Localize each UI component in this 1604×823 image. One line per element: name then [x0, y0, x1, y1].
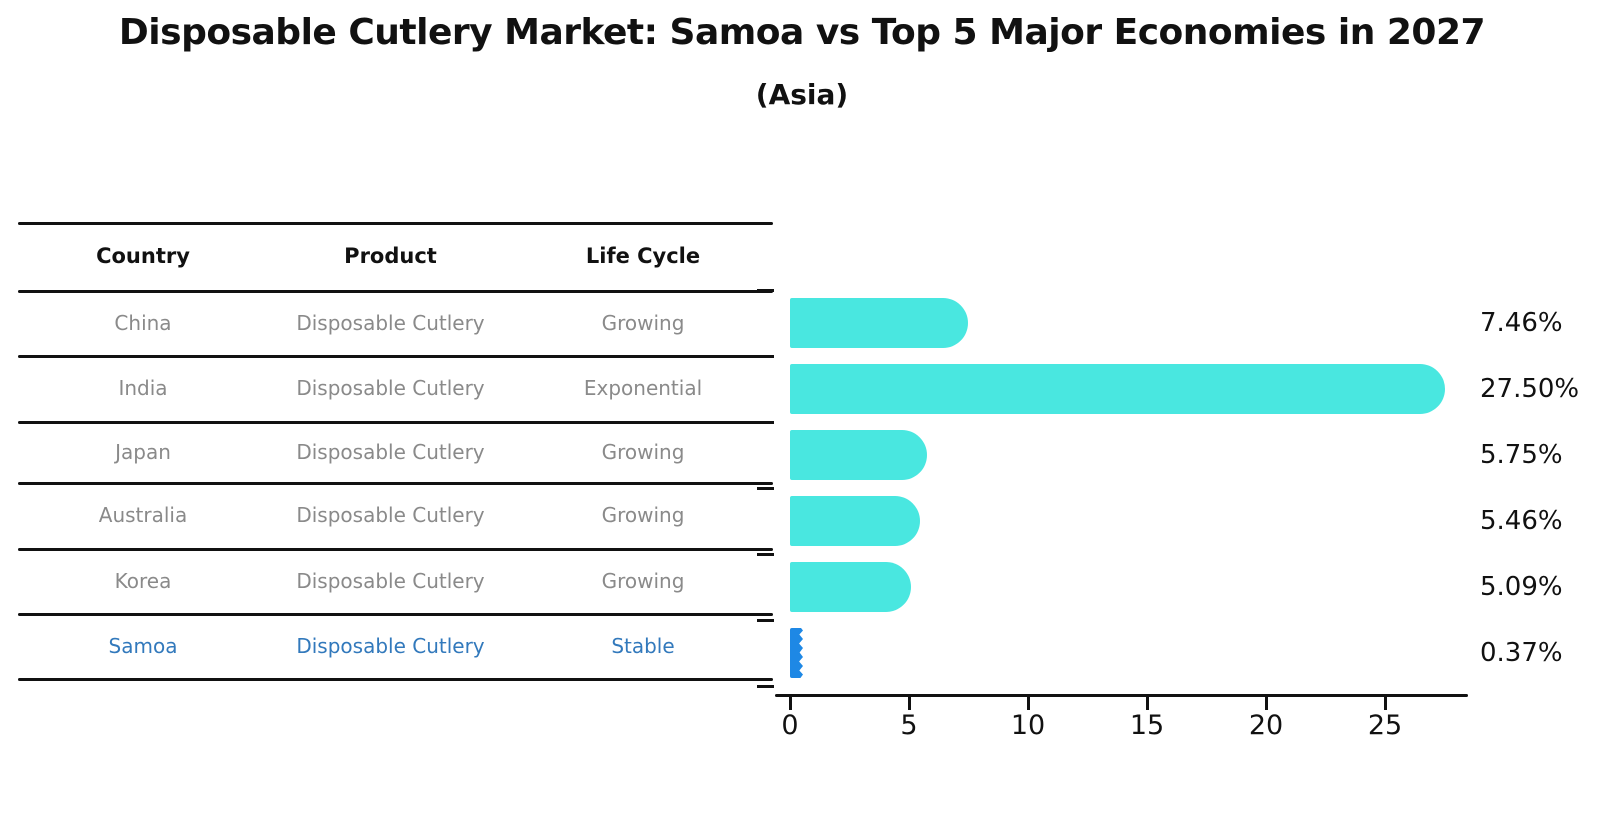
value-label-samoa: 0.37%: [1480, 638, 1563, 668]
y-tick-2: [757, 421, 774, 424]
table-row-japan: Japan Disposable Cutlery Growing: [18, 421, 773, 482]
x-tick-mark-15: [1146, 697, 1149, 710]
country-cell: Samoa: [108, 633, 178, 658]
product-cell: Disposable Cutlery: [296, 633, 485, 658]
table-row-samoa: Samoa Disposable Cutlery Stable: [18, 613, 773, 678]
country-cell: India: [118, 376, 168, 400]
country-cell: Australia: [98, 503, 188, 527]
x-tick-label-10: 10: [1010, 710, 1046, 741]
bar-india: [790, 364, 1445, 414]
bar-japan: [790, 430, 927, 480]
value-label-india: 27.50%: [1480, 374, 1580, 404]
table-rule-2: [18, 355, 773, 358]
table-rule-0: [18, 222, 773, 225]
product-cell: Disposable Cutlery: [296, 568, 485, 593]
value-label-japan: 5.75%: [1480, 440, 1563, 470]
x-tick-label-5: 5: [900, 710, 918, 741]
life-cycle-cell: Growing: [601, 568, 685, 593]
country-cell: China: [114, 310, 172, 335]
table-row-korea: Korea Disposable Cutlery Growing: [18, 548, 773, 613]
life-cycle-cell: Exponential: [583, 376, 703, 400]
x-tick-label-20: 20: [1248, 710, 1284, 741]
x-tick-label-0: 0: [781, 710, 799, 741]
y-tick-0: [757, 289, 774, 292]
table-rule-3: [18, 421, 773, 424]
x-tick-mark-20: [1265, 697, 1268, 710]
x-tick-mark-5: [908, 697, 911, 710]
y-tick-3: [757, 487, 774, 490]
y-tick-5: [757, 619, 774, 622]
value-label-korea: 5.09%: [1480, 572, 1563, 602]
x-tick-label-25: 25: [1367, 710, 1403, 741]
table-row-india: India Disposable Cutlery Exponential: [18, 355, 773, 421]
product-cell: Disposable Cutlery: [296, 439, 485, 464]
table-row-china: China Disposable Cutlery Growing: [18, 290, 773, 355]
chart-subtitle: (Asia): [755, 78, 849, 111]
bar-samoa: [790, 628, 803, 678]
value-label-australia: 5.46%: [1480, 506, 1563, 536]
column-header-life-cycle: Life Cycle: [585, 244, 701, 268]
life-cycle-cell: Growing: [601, 439, 685, 464]
y-tick-6: [757, 685, 774, 688]
bar-australia: [790, 496, 920, 546]
life-cycle-cell: Growing: [601, 310, 685, 335]
table-rule-1: [18, 290, 773, 293]
product-cell: Disposable Cutlery: [296, 503, 485, 527]
y-tick-4: [757, 553, 774, 556]
life-cycle-cell: Stable: [611, 633, 675, 658]
x-tick-label-15: 15: [1129, 710, 1165, 741]
y-tick-1: [757, 355, 774, 358]
column-header-country: Country: [96, 244, 190, 268]
table-rule-5: [18, 548, 773, 551]
bar-china: [790, 298, 968, 348]
x-tick-mark-25: [1384, 697, 1387, 710]
value-label-china: 7.46%: [1480, 308, 1563, 338]
bar-korea: [790, 562, 912, 612]
table-rule-4: [18, 482, 773, 485]
life-cycle-cell: Growing: [601, 503, 685, 527]
product-cell: Disposable Cutlery: [296, 310, 485, 335]
table-rule-7: [18, 678, 773, 681]
x-tick-mark-10: [1027, 697, 1030, 710]
column-header-product: Product: [344, 244, 437, 268]
country-cell: Korea: [114, 568, 172, 593]
table-header-row: Country Product Life Cycle: [18, 222, 773, 290]
chart-title: Disposable Cutlery Market: Samoa vs Top …: [118, 12, 1486, 53]
x-tick-mark-0: [789, 697, 792, 710]
x-axis-line: [775, 694, 1468, 697]
product-cell: Disposable Cutlery: [296, 376, 485, 400]
country-cell: Japan: [115, 439, 171, 464]
table-rule-6: [18, 613, 773, 616]
table-row-australia: Australia Disposable Cutlery Growing: [18, 482, 773, 548]
